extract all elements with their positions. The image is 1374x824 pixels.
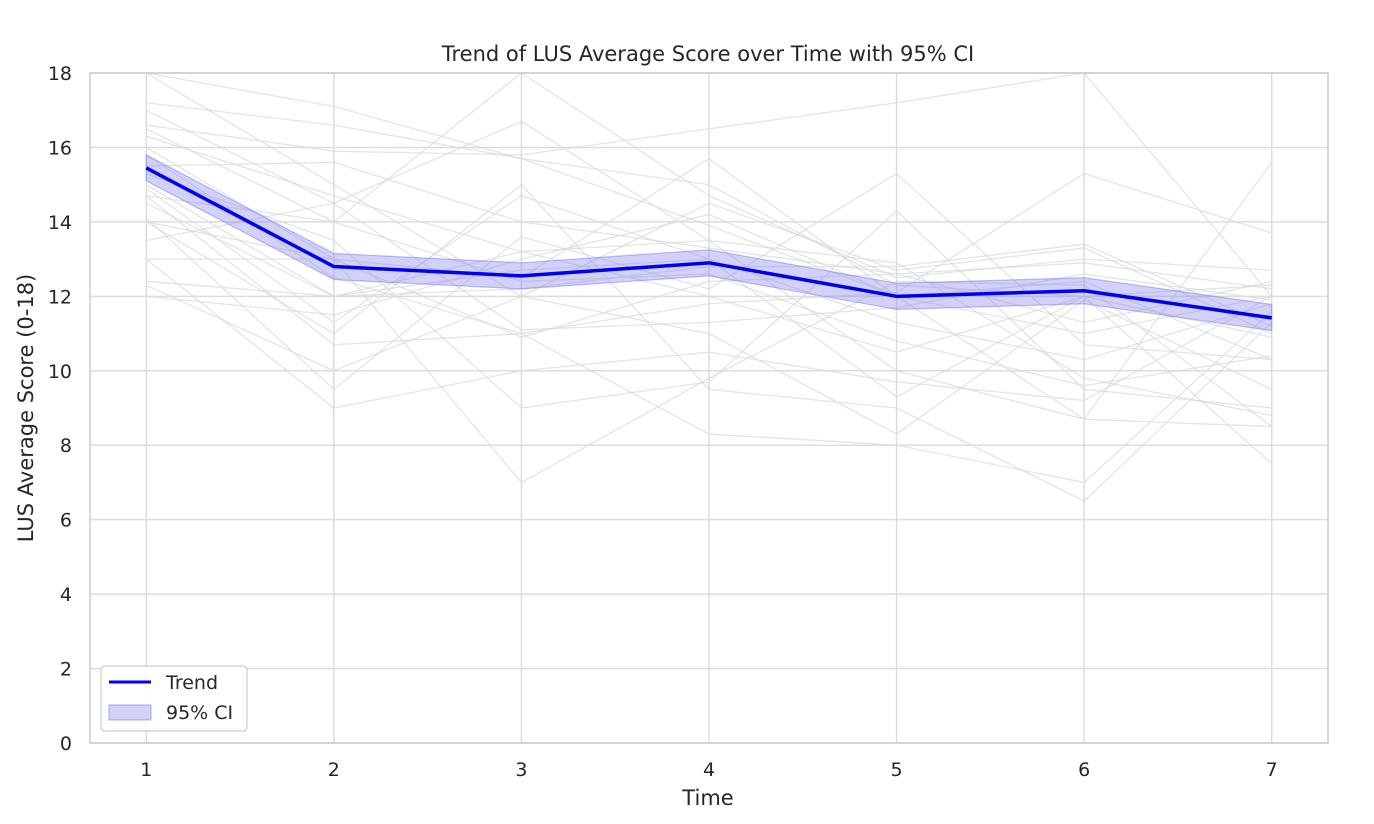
x-tick-label: 1 — [140, 759, 152, 781]
confidence-band — [145, 153, 1273, 332]
y-tick-label: 18 — [48, 63, 72, 85]
trajectory-line — [145, 195, 1273, 484]
grid-lines — [90, 72, 1328, 744]
x-axis-label: Time — [681, 786, 733, 810]
trajectory-line — [146, 239, 1272, 428]
y-tick-label: 12 — [48, 286, 72, 308]
y-tick-label: 8 — [60, 435, 72, 457]
y-tick-label: 2 — [60, 659, 72, 681]
y-tick-label: 16 — [48, 137, 72, 159]
trajectory-line — [145, 258, 1273, 409]
legend: Trend 95% CI — [100, 665, 248, 732]
x-tick-label: 3 — [515, 759, 527, 781]
x-tick-label: 2 — [328, 759, 340, 781]
trajectory-line — [145, 187, 1273, 465]
y-axis-ticks: 0 2 4 6 8 10 12 14 16 18 — [48, 63, 72, 755]
trajectory-line — [146, 202, 1272, 331]
chart-title: Trend of LUS Average Score over Time wit… — [441, 42, 975, 66]
x-tick-label: 5 — [891, 759, 903, 781]
legend-ci-label: 95% CI — [166, 702, 233, 724]
y-tick-label: 6 — [60, 510, 72, 532]
y-tick-label: 10 — [48, 361, 72, 383]
trajectory-line — [146, 172, 1272, 409]
trajectory-line — [146, 213, 1272, 335]
legend-ci-swatch — [108, 704, 152, 721]
plot-frame — [89, 72, 1329, 744]
trend-line — [145, 166, 1272, 320]
x-tick-label: 7 — [1266, 759, 1278, 781]
legend-trend-label: Trend — [165, 672, 218, 694]
y-axis-label: LUS Average Score (0-18) — [14, 274, 38, 542]
trajectory-line — [146, 161, 1272, 290]
x-axis-ticks: 1 2 3 4 5 6 7 — [140, 759, 1278, 781]
trajectory-line — [146, 284, 1273, 435]
trajectory-line — [145, 154, 1272, 335]
trajectory-line — [146, 195, 1272, 387]
trajectory-line — [146, 102, 1272, 361]
trajectory-line — [146, 258, 1273, 484]
trajectory-line — [145, 183, 1273, 502]
x-tick-label: 6 — [1078, 759, 1090, 781]
x-tick-label: 4 — [703, 759, 715, 781]
trajectory-line — [145, 172, 1272, 391]
y-tick-label: 14 — [48, 212, 72, 234]
trajectory-line — [145, 72, 1272, 335]
trend-line-group — [145, 166, 1272, 320]
confidence-band-group — [145, 153, 1273, 332]
y-tick-label: 0 — [60, 733, 72, 755]
y-tick-label: 4 — [60, 584, 72, 606]
